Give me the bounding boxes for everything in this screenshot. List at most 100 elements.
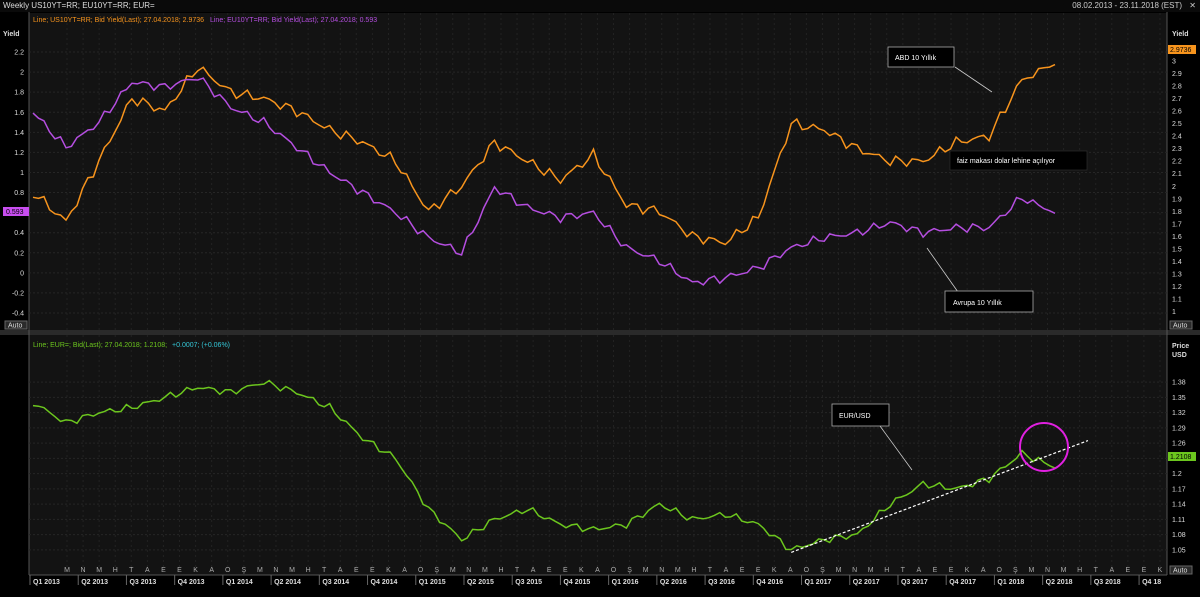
legend-eur-change: +0.0007; (+0.06%) — [172, 342, 230, 349]
x-month-label: K — [193, 567, 198, 574]
x-quarter-label: Q1 2015 — [419, 579, 446, 586]
price-tick-label: 1.38 — [1172, 380, 1186, 387]
svg-text:Line; EUR=; Bid(Last); 27.04.2: Line; EUR=; Bid(Last); 27.04.2018; 1.210… — [33, 342, 230, 349]
x-month-label: M — [836, 567, 842, 574]
x-month-label: O — [418, 567, 424, 574]
auto-button-price[interactable] — [1169, 565, 1193, 575]
x-month-label: A — [1109, 567, 1114, 574]
price-tick-label: 1.26 — [1172, 441, 1186, 448]
left-tick-label: 0.2 — [14, 250, 24, 257]
price-tick-label: 1.11 — [1172, 517, 1185, 524]
auto-button-left[interactable] — [4, 320, 28, 330]
chart-canvas: Line; US10YT=RR; Bid Yield(Last); 27.04.… — [0, 12, 1200, 586]
x-month-label: E — [740, 567, 745, 574]
x-quarter-label: Q2 2017 — [853, 579, 880, 586]
left-tick-label: -0.2 — [12, 290, 24, 297]
x-month-label: M — [289, 567, 295, 574]
right-tick-label: 2.9 — [1172, 71, 1182, 78]
x-month-label: E — [756, 567, 761, 574]
x-month-label: H — [498, 567, 503, 574]
right-tick-label: 2.2 — [1172, 159, 1182, 166]
x-month-label: H — [113, 567, 118, 574]
price-tick-label: 1.08 — [1172, 532, 1186, 539]
x-month-label: Ş — [627, 567, 632, 574]
left-axis-ticks: 2.221.81.61.41.210.80.60.40.20-0.2-0.4 — [12, 50, 24, 318]
right-tick-label: 2 — [1172, 184, 1176, 191]
x-month-label: N — [273, 567, 278, 574]
right-tick-label: 3 — [1172, 58, 1176, 65]
x-quarter-label: Q2 2013 — [81, 579, 108, 586]
x-month-label: M — [96, 567, 102, 574]
x-month-label: M — [257, 567, 263, 574]
legend-eu: Line; EU10YT=RR; Bid Yield(Last); 27.04.… — [210, 17, 377, 24]
x-quarter-label: Q1 2018 — [997, 579, 1024, 586]
x-month-label: M — [482, 567, 488, 574]
x-month-label: E — [177, 567, 182, 574]
x-month-label: K — [386, 567, 391, 574]
left-tick-label: 2.2 — [14, 50, 24, 57]
price-tick-label: 1.17 — [1172, 486, 1186, 493]
x-month-label: E — [933, 567, 938, 574]
x-month-label: K — [772, 567, 777, 574]
x-quarter-label: Q4 2016 — [756, 579, 783, 586]
x-month-label: Ş — [820, 567, 825, 574]
left-tick-label: 0.4 — [14, 230, 24, 237]
x-month-label: N — [659, 567, 664, 574]
highlight-circle — [1019, 422, 1069, 472]
x-month-label: A — [209, 567, 214, 574]
vertical-grid — [66, 13, 1161, 575]
x-month-label: A — [724, 567, 729, 574]
right-tick-label: 2.1 — [1172, 171, 1182, 178]
x-quarter-label: Q1 2017 — [805, 579, 832, 586]
x-quarter-label: Q1 2016 — [612, 579, 639, 586]
annotation-us: ABD 10 Yıllık — [887, 46, 993, 93]
close-icon[interactable]: ✕ — [1189, 1, 1196, 10]
annotation-spread-text: faiz makası dolar lehine açılıyor — [957, 158, 1056, 165]
x-axis-quarters: Q1 2013 Q2 2013 Q3 2013 Q4 2013 Q1 2014 Q2 20… — [29, 575, 1161, 586]
left-tick-label: 0.8 — [14, 190, 24, 197]
x-month-label: E — [161, 567, 166, 574]
left-tick-label: -0.4 — [12, 310, 24, 317]
x-month-label: A — [145, 567, 150, 574]
x-month-label: E — [354, 567, 359, 574]
x-month-label: K — [965, 567, 970, 574]
x-month-label: A — [402, 567, 407, 574]
panel-splitter[interactable] — [0, 330, 1200, 335]
x-month-label: M — [64, 567, 70, 574]
x-quarter-label: Q3 2014 — [322, 579, 349, 586]
x-month-label: E — [563, 567, 568, 574]
x-month-label: A — [338, 567, 343, 574]
x-quarter-label: Q3 2013 — [129, 579, 156, 586]
x-quarter-label: Q4 18 — [1142, 579, 1161, 586]
x-month-label: T — [708, 567, 713, 574]
x-quarter-label: Q1 2013 — [33, 579, 60, 586]
annotation-eurusd: EUR/USD — [831, 403, 913, 471]
price-tick-label: 1.14 — [1172, 502, 1186, 509]
bottom-grid — [29, 381, 1167, 551]
x-month-label: M — [868, 567, 874, 574]
eur-last-value: 1.2108 — [1170, 454, 1192, 461]
eu-last-badge — [3, 207, 29, 216]
left-tick-label: 1.4 — [14, 130, 24, 137]
price-tick-label: 1.32 — [1172, 410, 1186, 417]
x-month-label: A — [917, 567, 922, 574]
x-month-label: A — [981, 567, 986, 574]
left-tick-label: 1.8 — [14, 90, 24, 97]
x-month-label: T — [322, 567, 327, 574]
window-title: Weekly US10YT=RR; EU10YT=RR; EUR= — [3, 1, 155, 10]
left-tick-label: 1 — [20, 170, 24, 177]
us-last-badge — [1168, 45, 1196, 54]
x-month-label: H — [691, 567, 696, 574]
annotation-eurusd-text: EUR/USD — [839, 413, 871, 420]
eu10y-line — [32, 77, 1056, 286]
right-tick-label: 1.7 — [1172, 221, 1182, 228]
auto-button-right[interactable] — [1169, 320, 1193, 330]
x-month-label: H — [306, 567, 311, 574]
eur-last-badge — [1168, 452, 1196, 461]
x-month-label: A — [531, 567, 536, 574]
x-month-label: M — [1061, 567, 1067, 574]
x-month-label: T — [1094, 567, 1099, 574]
price-axis-unit: USD — [1172, 352, 1187, 359]
right-tick-label: 2.4 — [1172, 134, 1182, 141]
